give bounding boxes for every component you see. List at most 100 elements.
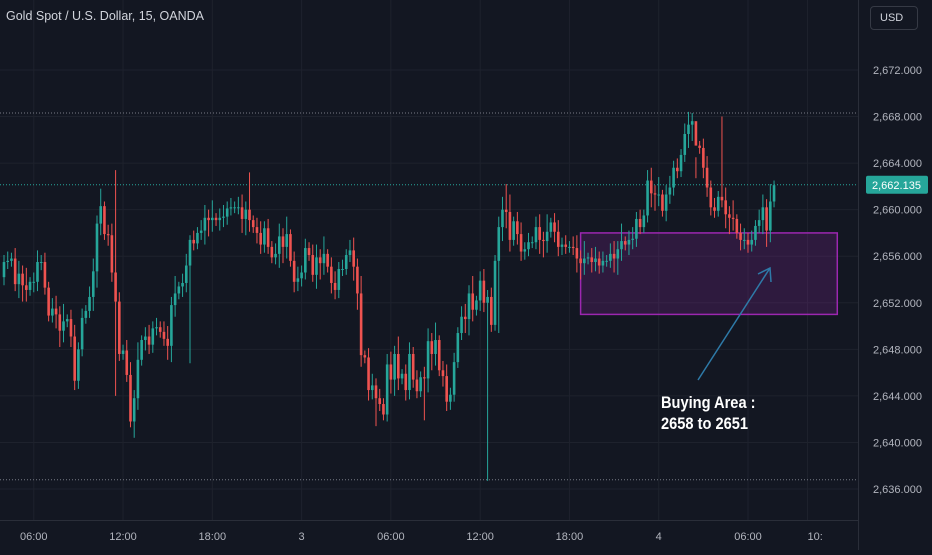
candle[interactable] <box>716 191 720 217</box>
candle[interactable] <box>653 185 657 211</box>
candle[interactable] <box>426 328 430 393</box>
candle[interactable] <box>657 177 661 207</box>
candle[interactable] <box>333 271 337 300</box>
candle[interactable] <box>553 213 556 243</box>
candle[interactable] <box>337 262 341 299</box>
candle[interactable] <box>251 215 255 233</box>
candle[interactable] <box>664 185 668 222</box>
candle[interactable] <box>534 216 538 250</box>
candle[interactable] <box>713 198 716 218</box>
candle[interactable] <box>635 211 638 247</box>
candle[interactable] <box>649 167 653 208</box>
candle[interactable] <box>560 237 564 256</box>
candle[interactable] <box>58 306 62 347</box>
candle[interactable] <box>698 140 701 154</box>
candle[interactable] <box>211 200 214 232</box>
candle[interactable] <box>728 206 731 235</box>
candle[interactable] <box>207 209 210 237</box>
candle[interactable] <box>199 220 203 240</box>
candle[interactable] <box>222 204 225 228</box>
candle[interactable] <box>348 239 352 263</box>
candle[interactable] <box>709 180 713 216</box>
candle[interactable] <box>203 204 207 245</box>
candle[interactable] <box>467 285 471 336</box>
candle[interactable] <box>385 353 389 422</box>
candle[interactable] <box>475 295 478 316</box>
candle[interactable] <box>437 335 441 377</box>
candle[interactable] <box>620 223 623 261</box>
candle[interactable] <box>661 189 664 217</box>
candle[interactable] <box>370 373 374 400</box>
candle[interactable] <box>315 244 318 289</box>
candle[interactable] <box>516 211 519 245</box>
candle[interactable] <box>568 241 571 253</box>
time-axis[interactable]: 06:00 12:00 18:00 3 06:00 12:00 18:00 4 06:00 10: <box>0 520 858 550</box>
candle[interactable] <box>289 229 292 267</box>
candle[interactable] <box>404 364 408 401</box>
candle[interactable] <box>277 223 281 268</box>
candle[interactable] <box>694 121 698 179</box>
candle[interactable] <box>65 314 69 328</box>
candle[interactable] <box>683 123 687 162</box>
candle[interactable] <box>77 342 80 389</box>
candle[interactable] <box>586 252 590 265</box>
candle[interactable] <box>84 305 88 324</box>
candle[interactable] <box>638 209 642 235</box>
candle[interactable] <box>356 258 359 310</box>
candle[interactable] <box>441 360 445 387</box>
candle[interactable] <box>478 271 482 311</box>
candle[interactable] <box>54 295 58 329</box>
candle[interactable] <box>739 223 742 251</box>
candle[interactable] <box>627 230 631 256</box>
candle[interactable] <box>214 213 218 226</box>
candle[interactable] <box>341 259 344 276</box>
candle[interactable] <box>136 342 140 410</box>
candle[interactable] <box>731 200 735 231</box>
candle[interactable] <box>140 335 143 366</box>
candle[interactable] <box>344 249 348 275</box>
candle[interactable] <box>304 238 307 280</box>
candle[interactable] <box>322 236 326 275</box>
currency-button[interactable]: USD <box>870 6 918 30</box>
candle[interactable] <box>646 170 649 223</box>
candle[interactable] <box>579 250 582 280</box>
candle[interactable] <box>501 196 504 242</box>
candle[interactable] <box>765 199 768 247</box>
candle[interactable] <box>114 170 117 396</box>
candle[interactable] <box>702 138 705 179</box>
candle[interactable] <box>240 194 244 233</box>
candle[interactable] <box>493 255 497 331</box>
candle[interactable] <box>43 252 47 295</box>
candle[interactable] <box>218 208 222 231</box>
candle[interactable] <box>590 248 594 273</box>
candle[interactable] <box>144 327 147 351</box>
candle[interactable] <box>419 371 422 398</box>
candle[interactable] <box>724 187 727 229</box>
candle[interactable] <box>10 252 13 267</box>
candle[interactable] <box>597 251 601 274</box>
candle[interactable] <box>196 227 199 250</box>
candle[interactable] <box>311 244 315 282</box>
candle[interactable] <box>129 362 132 428</box>
candle[interactable] <box>460 306 463 341</box>
candle[interactable] <box>121 344 125 360</box>
candle[interactable] <box>761 194 765 235</box>
candle[interactable] <box>523 242 527 260</box>
candle[interactable] <box>62 303 65 343</box>
candle[interactable] <box>330 257 333 294</box>
candle[interactable] <box>125 340 129 382</box>
buying-area-annotation[interactable]: Buying Area : 2658 to 2651 <box>661 392 756 434</box>
candle[interactable] <box>757 209 761 233</box>
candle[interactable] <box>13 248 17 292</box>
candle[interactable] <box>471 275 475 322</box>
candle[interactable] <box>25 267 28 302</box>
annotation-arrow[interactable] <box>697 266 772 381</box>
candle[interactable] <box>687 111 690 148</box>
candle[interactable] <box>296 266 300 292</box>
candle[interactable] <box>672 160 675 196</box>
candle[interactable] <box>255 217 259 244</box>
candle[interactable] <box>575 235 579 273</box>
candle[interactable] <box>80 308 84 357</box>
candle[interactable] <box>411 346 415 388</box>
